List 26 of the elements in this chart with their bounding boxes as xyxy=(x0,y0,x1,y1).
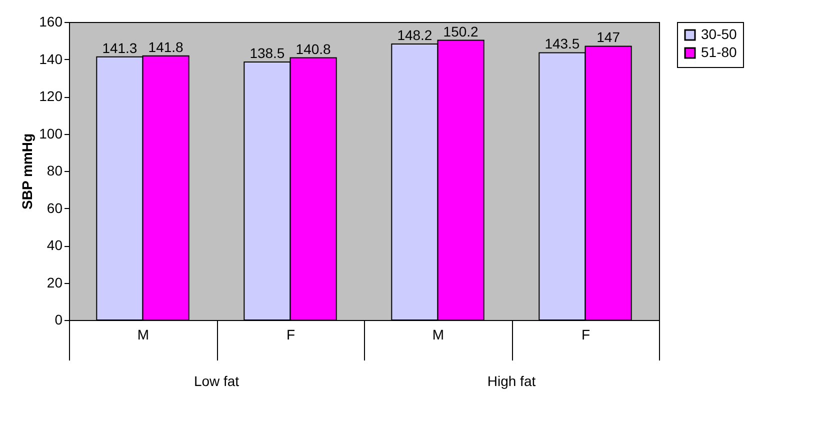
legend-label: 30-50 xyxy=(701,26,738,42)
text: High fat xyxy=(487,373,536,389)
x-tick-label: F xyxy=(286,326,296,342)
y-tick-label: 100 xyxy=(39,125,63,142)
y-tick-label: 20 xyxy=(46,274,63,290)
data-label: 147 xyxy=(596,29,620,46)
data-label: 141.3 xyxy=(102,40,138,56)
y-tick-label: 140 xyxy=(39,50,63,67)
x-tick-label: M xyxy=(137,326,150,342)
data-label: 140.8 xyxy=(296,40,332,57)
y-tick-label: 120 xyxy=(39,88,63,104)
legend-label: 51-80 xyxy=(701,44,738,60)
data-label: 150.2 xyxy=(443,23,479,40)
data-label: 138.5 xyxy=(250,45,285,62)
y-tick-label: 60 xyxy=(46,200,63,216)
y-tick-label: 40 xyxy=(46,237,63,253)
x-tick-label: M xyxy=(432,326,444,342)
y-axis-title: SBP mmHg xyxy=(19,134,36,210)
y-tick-label: 160 xyxy=(39,14,63,30)
y-tick-label: 80 xyxy=(46,162,63,178)
data-label: 141.8 xyxy=(148,38,184,55)
data-label: 148.2 xyxy=(397,26,432,43)
data-label: 143.5 xyxy=(544,36,580,52)
y-tick-label: 0 xyxy=(54,312,63,328)
x-tick-label: F xyxy=(581,326,590,342)
text: Low fat xyxy=(194,373,240,389)
